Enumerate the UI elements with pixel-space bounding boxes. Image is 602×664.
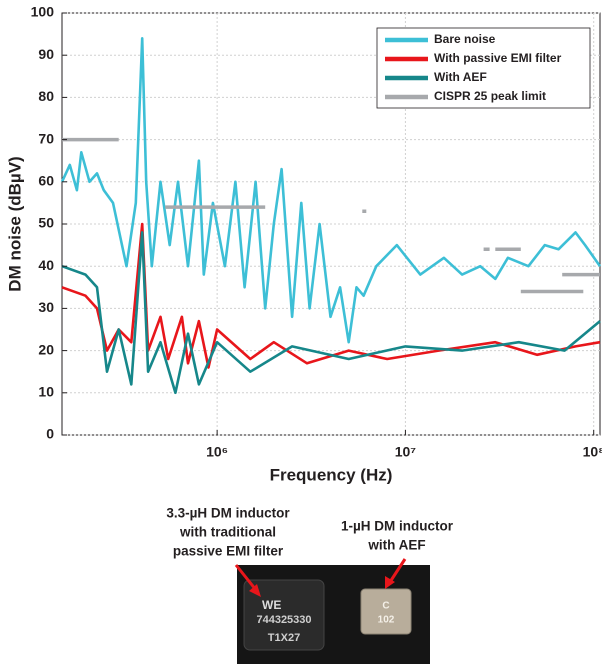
- caption: 3.3-µH DM inductor: [166, 506, 290, 521]
- photo-label: T1X27: [268, 632, 300, 644]
- photo-label: 744325330: [256, 614, 311, 626]
- legend-label: With AEF: [434, 70, 487, 84]
- y-tick-label: 90: [38, 46, 54, 62]
- series-line: [60, 37, 602, 344]
- plot: [60, 12, 602, 436]
- legend-label: CISPR 25 peak limit: [434, 89, 546, 103]
- caption: 1-µH DM inductor: [341, 519, 454, 534]
- y-tick-label: 60: [38, 173, 54, 189]
- x-tick-label: 10⁷: [395, 444, 417, 460]
- photo-label: C: [382, 601, 389, 612]
- y-axis-label: DM noise (dBµV): [5, 156, 24, 291]
- y-tick-label: 20: [38, 341, 54, 357]
- y-tick-label: 100: [31, 4, 55, 20]
- y-tick-label: 10: [38, 384, 54, 400]
- photo: WE: [234, 558, 430, 664]
- legend-label: With passive EMI filter: [434, 51, 562, 65]
- x-tick-label: 10⁶: [206, 444, 228, 460]
- series-line: [62, 137, 600, 294]
- inductor-small: [360, 588, 412, 635]
- y-tick-label: 30: [38, 299, 54, 315]
- series-line: [61, 231, 601, 395]
- arrow-head: [249, 584, 261, 597]
- y-tick-label: 70: [38, 130, 54, 146]
- caption: with AEF: [367, 538, 425, 553]
- y-tick-label: 40: [38, 257, 54, 273]
- photo-logo: WE: [262, 598, 281, 612]
- y-tick-label: 0: [46, 426, 54, 442]
- caption: with traditional: [179, 525, 276, 540]
- photo-label: 102: [378, 615, 395, 626]
- x-tick-label: 10⁸: [583, 444, 602, 460]
- y-tick-label: 50: [38, 215, 54, 231]
- y-tick-label: 80: [38, 88, 54, 104]
- x-axis-label: Frequency (Hz): [270, 465, 393, 484]
- caption: passive EMI filter: [173, 544, 284, 559]
- arrow-left: [234, 564, 258, 591]
- inductor-large: [243, 579, 325, 651]
- legend-label: Bare noise: [434, 32, 496, 46]
- arrow-right: [388, 558, 407, 583]
- arrow-head: [385, 576, 395, 589]
